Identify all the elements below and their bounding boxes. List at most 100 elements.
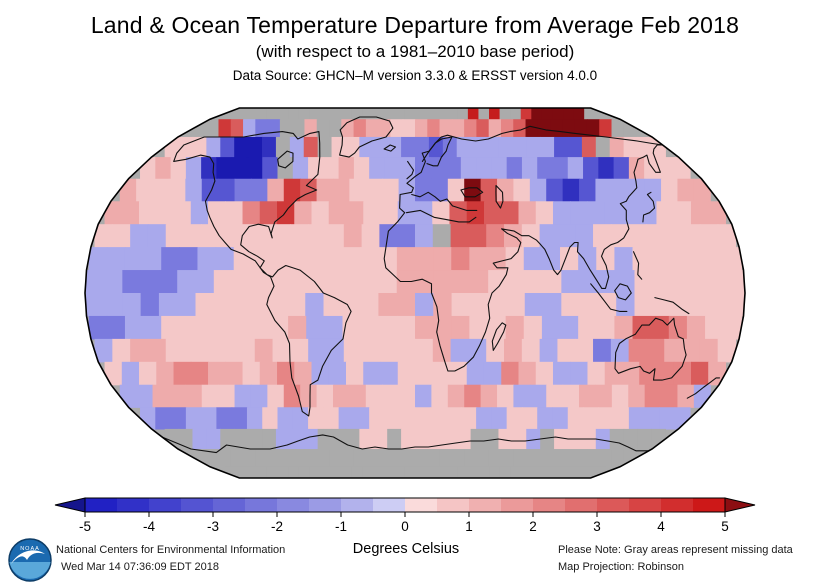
grid-cell [345, 428, 360, 450]
grid-cell [512, 136, 527, 158]
grid-cell [256, 108, 268, 120]
grid-cell [346, 361, 364, 386]
grid-cell [343, 224, 363, 248]
grid-cell [298, 108, 310, 120]
grid-cell [277, 201, 295, 225]
grid-cell [201, 407, 218, 430]
grid-cell [136, 178, 154, 202]
grid-cell [290, 338, 309, 363]
coastline-hudson-bay [277, 150, 294, 169]
grid-cell [365, 119, 379, 138]
grid-cell [250, 384, 268, 408]
grid-cell [218, 449, 232, 468]
grid-cell [104, 293, 123, 317]
grid-cell [707, 293, 727, 317]
grid-cell [628, 178, 646, 202]
grid-cell [353, 449, 367, 468]
grid-cell [309, 466, 321, 478]
grid-cell [637, 136, 653, 158]
grid-cell [316, 449, 330, 468]
grid-cell [415, 201, 433, 225]
grid-cell [268, 293, 288, 317]
grid-cell [319, 466, 332, 478]
grid-cell [360, 293, 380, 317]
grid-cell [119, 384, 137, 408]
grid-cell [325, 338, 345, 363]
grid-cell [707, 270, 727, 294]
grid-cell [518, 361, 537, 386]
grid-cell [554, 428, 569, 450]
grid-cell [541, 466, 554, 478]
grid-cell [562, 119, 576, 138]
grid-cell [267, 119, 281, 138]
grid-cell [190, 361, 209, 386]
grid-cell [192, 428, 207, 450]
footer-organization: National Centers for Environmental Infor… [56, 544, 286, 556]
grid-cell [460, 157, 477, 180]
grid-cell [415, 247, 434, 271]
grid-cell [197, 315, 217, 340]
grid-cell [523, 247, 543, 271]
grid-cell [360, 270, 380, 294]
grid-cell [451, 449, 465, 468]
grid-cell [621, 361, 640, 386]
grid-cell [112, 338, 131, 363]
grid-cell [497, 178, 515, 202]
grid-cell [501, 361, 520, 386]
grid-cell [178, 136, 194, 158]
grid-cell [611, 449, 625, 468]
grid-cell [277, 407, 294, 430]
grid-cell [596, 315, 616, 340]
colorbar-segment [309, 498, 342, 512]
grid-cell [686, 315, 706, 340]
grid-cell [552, 201, 571, 225]
grid-cell [275, 136, 291, 158]
grid-cell [668, 315, 688, 340]
grid-cell [526, 136, 541, 158]
grid-cell [430, 407, 447, 430]
grid-cell [286, 270, 306, 294]
grid-cell [449, 201, 468, 225]
grid-cell [353, 119, 367, 138]
grid-cell [562, 384, 580, 408]
grid-cell [693, 178, 711, 202]
grid-cell [269, 315, 289, 340]
grid-cell [362, 466, 374, 478]
grid-cell [506, 407, 523, 430]
grid-cell [206, 449, 220, 468]
grid-cell [259, 201, 278, 225]
grid-cell [242, 201, 261, 225]
grid-cell [487, 315, 507, 340]
grid-cell [317, 136, 333, 158]
grid-cell [112, 224, 131, 248]
coastline-mediterranean-north [411, 191, 478, 211]
grid-cell [104, 361, 123, 386]
grid-cell [323, 407, 340, 430]
grid-cell [488, 449, 502, 468]
grid-cell [521, 157, 538, 180]
grid-cell [235, 108, 247, 120]
grid-cell [277, 466, 289, 478]
grid-cell [331, 136, 347, 158]
grid-cell [610, 224, 630, 248]
grid-cell [292, 407, 309, 430]
grid-cell [586, 449, 600, 468]
grid-cell [130, 338, 149, 363]
grid-cell [218, 178, 236, 202]
grid-cell [671, 270, 690, 294]
grid-cell [579, 293, 599, 317]
colorbar-segment [629, 498, 662, 512]
grid-cell [599, 119, 613, 138]
grid-cell [431, 384, 449, 408]
grid-cell [524, 293, 544, 317]
coastline-madagascar [491, 322, 507, 351]
grid-cell [360, 315, 380, 340]
grid-cell [283, 178, 301, 202]
grid-cell [262, 157, 279, 180]
grid-cell [206, 119, 220, 138]
grid-cell [279, 449, 293, 468]
grid-cell [363, 361, 382, 386]
grid-cell [94, 338, 113, 363]
grid-cell [717, 338, 737, 363]
grid-cell [397, 224, 416, 248]
